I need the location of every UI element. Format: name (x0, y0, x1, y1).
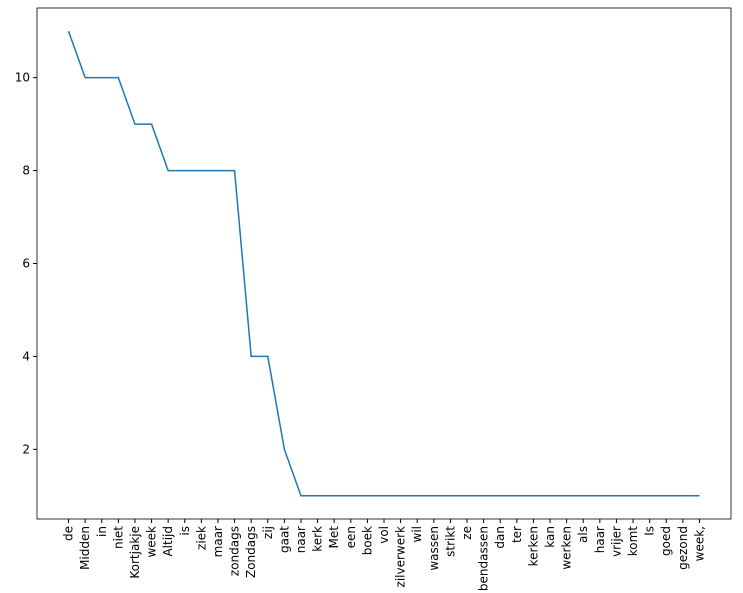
x-tick-label: niet (111, 526, 125, 549)
x-tick-label: boek (360, 526, 374, 555)
x-tick-label: vrijer (609, 526, 623, 557)
x-tick-label: zondags (228, 526, 242, 576)
x-tick-label: kan (543, 526, 557, 548)
x-tick-label: naar (294, 526, 308, 553)
x-tick-label: Kortjakje (128, 526, 142, 579)
x-tick-label: Altijd (161, 526, 175, 557)
x-tick-label: kerken (526, 526, 540, 566)
x-tick-label: kerk (311, 526, 325, 552)
x-tick-label: gezond (676, 526, 690, 570)
x-tick-label: zilverwerk (394, 526, 408, 588)
x-tick-label: als (576, 526, 590, 543)
x-tick-label: vol (377, 526, 391, 544)
x-tick-label: in (95, 526, 109, 537)
x-tick-label: ze (460, 526, 474, 540)
line (67, 30, 700, 497)
x-tick-label: zij (261, 526, 275, 539)
x-tick-label: bendassen (477, 526, 491, 591)
x-tick-label: de (62, 526, 76, 541)
x-tick-label: Is (643, 526, 657, 536)
y-tick-label: 2 (22, 442, 30, 456)
x-tick-label: is (178, 526, 192, 536)
x-tick-label: Zondags (244, 526, 258, 578)
x-tick-label: Met (327, 526, 341, 549)
y-tick-label: 4 (22, 349, 30, 363)
x-tick-label: ziek (194, 526, 208, 550)
x-tick-label: Midden (78, 526, 92, 570)
x-tick-label: wassen (427, 526, 441, 571)
x-tick-label: komt (626, 526, 640, 557)
x-tick-label: maar (211, 526, 225, 557)
plot-frame (36, 7, 732, 520)
y-tick-label: 10 (15, 71, 30, 85)
x-tick-label: dan (493, 526, 507, 549)
x-tick-label: wil (410, 526, 424, 542)
x-tick-label: goed (659, 526, 673, 556)
x-tick-label: haar (593, 526, 607, 553)
x-tick-label: werken (560, 526, 574, 570)
x-tick-label: een (344, 526, 358, 548)
y-tick-label: 8 (22, 164, 30, 178)
x-tick-label: gaat (277, 526, 291, 553)
x-tick-label: ter (510, 526, 524, 543)
x-tick-label: week (145, 526, 159, 558)
y-tick-label: 6 (22, 257, 30, 271)
x-tick-label: week, (692, 526, 706, 561)
x-tick-label: strikt (443, 526, 457, 557)
